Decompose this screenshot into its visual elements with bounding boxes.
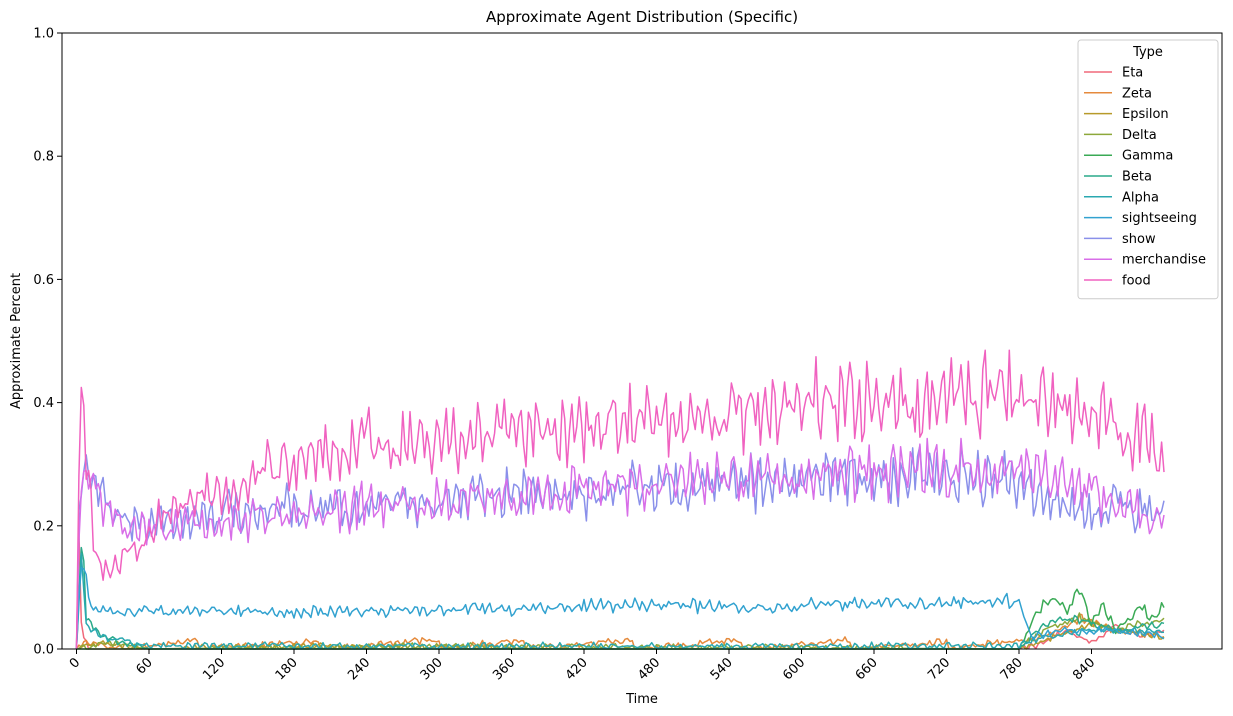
y-axis: 0.0 0.2 0.4 0.6 0.8 1.0 — [33, 27, 62, 658]
legend-label: Gamma — [1122, 149, 1173, 164]
series-line-alpha — [75, 552, 1165, 650]
legend-items: Eta Zeta Epsilon Delta Gamma Beta Alpha sightse… — [1084, 66, 1206, 289]
series-line-sightseeing — [75, 567, 1165, 650]
y-tick-label: 0.4 — [33, 396, 54, 411]
y-tick-label: 0.2 — [33, 519, 54, 534]
series-line-merchandise — [75, 437, 1165, 650]
y-axis-title: Approximate Percent — [9, 273, 24, 409]
plot-frame — [61, 32, 1223, 650]
legend-title: Type — [1132, 45, 1163, 60]
legend-label: Alpha — [1122, 190, 1159, 205]
series-line-food — [75, 349, 1165, 650]
legend-label: Delta — [1122, 128, 1157, 143]
legend-label: Zeta — [1122, 86, 1152, 101]
series-line-zeta — [75, 613, 1165, 650]
series-line-show — [75, 444, 1165, 650]
legend-label: show — [1122, 232, 1156, 247]
legend-label: Eta — [1122, 66, 1143, 81]
legend-label: food — [1122, 274, 1151, 289]
chart-title: Approximate Agent Distribution (Specific… — [486, 8, 798, 26]
x-axis-title: Time — [625, 692, 658, 707]
y-tick-label: 0.0 — [33, 643, 54, 658]
legend-label: merchandise — [1122, 253, 1206, 268]
y-tick-label: 0.6 — [33, 273, 54, 288]
legend-label: sightseeing — [1122, 211, 1197, 226]
legend-box — [1077, 39, 1219, 300]
legend-label: Beta — [1122, 170, 1152, 185]
legend-label: Epsilon — [1122, 107, 1169, 122]
y-tick-label: 1.0 — [33, 27, 54, 42]
legend: Type Eta Zeta Epsilon Delta Gamma Beta Alpha si… — [1077, 39, 1219, 300]
y-tick-label: 0.8 — [33, 150, 54, 165]
